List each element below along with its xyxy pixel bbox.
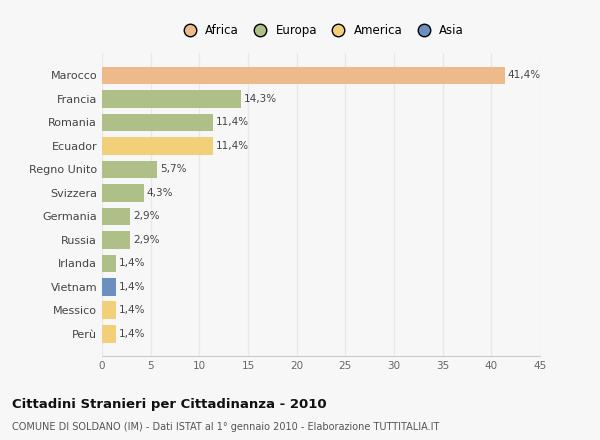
Text: 4,3%: 4,3% xyxy=(147,188,173,198)
Bar xyxy=(102,161,157,178)
Text: 5,7%: 5,7% xyxy=(160,165,187,174)
Bar xyxy=(102,325,116,343)
Bar xyxy=(102,301,116,319)
Bar xyxy=(102,114,213,131)
Bar xyxy=(102,66,505,84)
Text: 1,4%: 1,4% xyxy=(119,282,145,292)
Text: 1,4%: 1,4% xyxy=(119,305,145,315)
Legend: Africa, Europa, America, Asia: Africa, Europa, America, Asia xyxy=(173,19,469,42)
Text: 2,9%: 2,9% xyxy=(133,211,160,221)
Text: 14,3%: 14,3% xyxy=(244,94,277,104)
Text: 11,4%: 11,4% xyxy=(216,117,249,128)
Text: 1,4%: 1,4% xyxy=(119,258,145,268)
Text: Cittadini Stranieri per Cittadinanza - 2010: Cittadini Stranieri per Cittadinanza - 2… xyxy=(12,398,326,411)
Text: 1,4%: 1,4% xyxy=(119,329,145,339)
Text: 11,4%: 11,4% xyxy=(216,141,249,151)
Bar xyxy=(102,278,116,296)
Text: COMUNE DI SOLDANO (IM) - Dati ISTAT al 1° gennaio 2010 - Elaborazione TUTTITALIA: COMUNE DI SOLDANO (IM) - Dati ISTAT al 1… xyxy=(12,422,439,432)
Bar xyxy=(102,231,130,249)
Bar xyxy=(102,184,144,202)
Text: 2,9%: 2,9% xyxy=(133,235,160,245)
Bar xyxy=(102,137,213,155)
Bar xyxy=(102,208,130,225)
Bar xyxy=(102,254,116,272)
Bar xyxy=(102,90,241,108)
Text: 41,4%: 41,4% xyxy=(508,70,541,81)
